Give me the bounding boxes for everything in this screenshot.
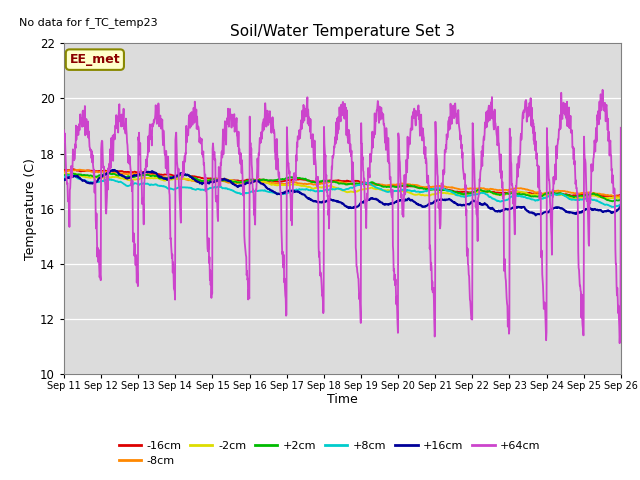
X-axis label: Time: Time [327,393,358,406]
Title: Soil/Water Temperature Set 3: Soil/Water Temperature Set 3 [230,24,455,39]
Text: No data for f_TC_temp23: No data for f_TC_temp23 [19,17,158,28]
Text: EE_met: EE_met [70,53,120,66]
Legend: -16cm, -8cm, -2cm, +2cm, +8cm, +16cm, +64cm: -16cm, -8cm, -2cm, +2cm, +8cm, +16cm, +6… [114,436,545,471]
Y-axis label: Temperature (C): Temperature (C) [24,158,37,260]
